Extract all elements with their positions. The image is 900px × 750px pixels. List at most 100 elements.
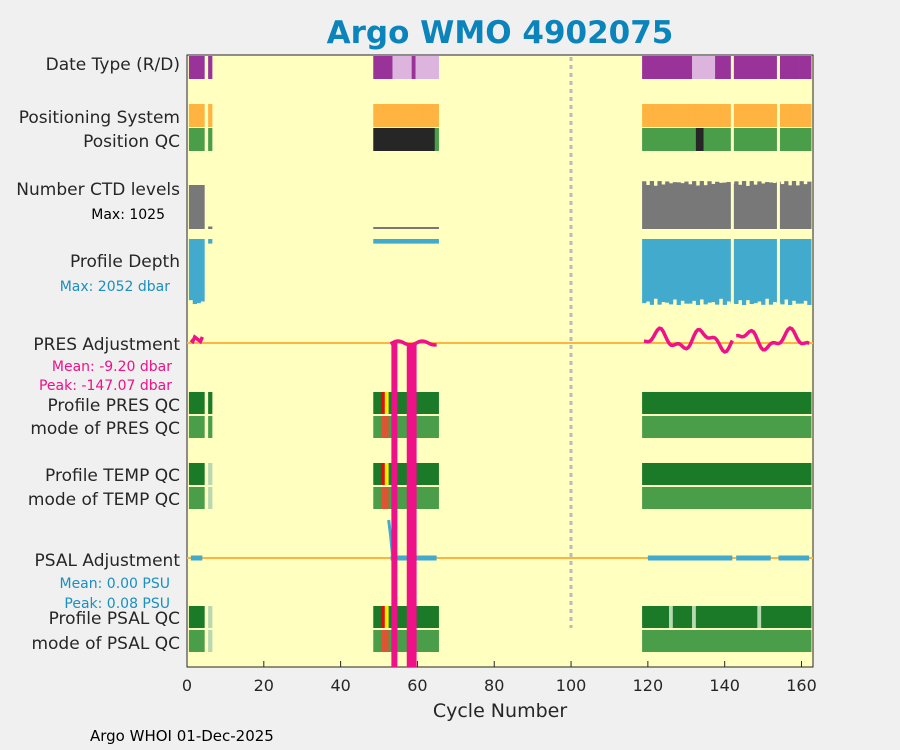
ctd-level-bar: [649, 181, 655, 229]
position-qc-cell: [430, 128, 436, 151]
psal-mode-qc-cell: [377, 630, 382, 652]
ctd-level-bar: [684, 181, 689, 229]
pres-profile-qc-cell: [711, 392, 716, 414]
ctd-level-bar: [784, 181, 789, 229]
profile-depth-bar: [726, 239, 731, 302]
positioning-cell: [803, 104, 808, 127]
temp-mode-qc-cell: [726, 487, 731, 509]
temp-mode-qc-cell: [749, 487, 754, 509]
psal-mode-qc-cell: [384, 630, 390, 652]
profile-depth-bar: [780, 239, 785, 305]
psal-mode-qc-cell: [415, 630, 420, 652]
position-qc-cell: [427, 128, 432, 151]
pres-profile-qc-cell: [776, 392, 781, 414]
psal-profile-qc-cell: [768, 606, 774, 628]
pres-mode-qc-cell: [676, 416, 681, 438]
position-qc-cell: [200, 128, 205, 151]
temp-profile-qc-cell: [722, 463, 727, 485]
positioning-cell: [745, 104, 751, 127]
psal-profile-qc-cell: [665, 606, 670, 628]
temp-profile-qc-cell: [672, 463, 678, 485]
date-type-cell: [423, 56, 428, 79]
positioning-cell: [396, 104, 401, 127]
pres-mode-qc-cell: [380, 416, 386, 438]
pres-mode-qc-cell: [192, 416, 198, 438]
psal-mode-qc-cell: [776, 630, 781, 652]
pres-mode-qc-cell: [757, 416, 762, 438]
temp-mode-qc-cell: [807, 487, 812, 509]
positioning-cell: [715, 104, 720, 127]
psal-profile-qc-cell: [396, 606, 401, 628]
pres-profile-qc-cell: [753, 392, 758, 414]
temp-mode-qc-cell: [668, 487, 674, 509]
temp-mode-qc-cell: [738, 487, 743, 509]
temp-mode-qc-cell: [427, 487, 432, 509]
ctd-level-bar: [430, 227, 436, 229]
ctd-level-bar: [741, 181, 747, 229]
psal-mode-qc-cell: [200, 630, 205, 652]
temp-profile-qc-cell: [380, 463, 386, 485]
temp-profile-qc-cell: [738, 463, 743, 485]
positioning-cell: [676, 104, 681, 127]
date-type-cell: [672, 56, 678, 79]
psal-profile-qc-cell: [764, 606, 770, 628]
position-qc-cell: [645, 128, 651, 151]
temp-mode-qc-cell: [703, 487, 708, 509]
date-type-cell: [680, 56, 685, 79]
position-qc-cell: [411, 128, 416, 151]
position-qc-cell: [642, 128, 647, 151]
ctd-level-bar: [703, 185, 708, 229]
profile-depth-bar: [741, 239, 747, 305]
positioning-cell: [196, 104, 201, 127]
temp-mode-qc-cell: [734, 487, 739, 509]
date-type-cell: [699, 56, 704, 79]
x-tick-label: 140: [709, 676, 740, 695]
ctd-level-bar: [780, 184, 785, 229]
profile-depth-bar: [768, 239, 774, 305]
positioning-cell: [415, 104, 420, 127]
temp-profile-qc-cell: [377, 463, 382, 485]
positioning-cell: [807, 104, 812, 127]
pres-profile-qc-cell: [423, 392, 428, 414]
psal-mode-qc-cell: [699, 630, 704, 652]
pres-mode-qc-cell: [761, 416, 766, 438]
psal-mode-qc-cell: [695, 630, 701, 652]
position-qc-cell: [768, 128, 774, 151]
pres-mode-qc-cell: [764, 416, 770, 438]
positioning-cell: [645, 104, 651, 127]
psal-profile-qc-cell: [676, 606, 681, 628]
position-qc-cell: [403, 128, 409, 151]
ctd-level-bar: [396, 227, 401, 229]
pres-profile-qc-cell: [703, 392, 708, 414]
temp-profile-qc-cell: [200, 463, 205, 485]
x-axis-label: Cycle Number: [433, 700, 567, 722]
psal-mode-qc-cell: [726, 630, 731, 652]
psal-profile-qc-cell: [699, 606, 704, 628]
psal-profile-qc-cell: [745, 606, 751, 628]
positioning-cell: [768, 104, 774, 127]
temp-profile-qc-cell: [768, 463, 774, 485]
profile-depth-bar: [745, 239, 751, 301]
psal-mode-qc-cell: [722, 630, 727, 652]
psal-profile-qc-cell: [400, 606, 405, 628]
profile-depth-bar: [661, 239, 666, 303]
positioning-cell: [726, 104, 731, 127]
positioning-cell: [423, 104, 428, 127]
pres-mode-qc-cell: [780, 416, 785, 438]
positioning-cell: [403, 104, 409, 127]
psal-mode-qc-cell: [188, 630, 194, 652]
pres-mode-qc-cell: [772, 416, 777, 438]
pres-profile-qc-cell: [384, 392, 390, 414]
x-axis-ticks: 0 20 40 60 80 100 120 140 160: [182, 661, 817, 695]
psal-mode-qc-cell: [388, 630, 393, 652]
psal-mode-qc-cell: [688, 630, 693, 652]
ctd-level-bar: [403, 227, 409, 229]
date-type-cell: [718, 56, 724, 79]
psal-profile-qc-cell: [692, 606, 697, 628]
position-qc-cell: [711, 128, 716, 151]
position-qc-cell: [738, 128, 743, 151]
temp-mode-qc-cell: [400, 487, 405, 509]
temp-mode-qc-cell: [661, 487, 666, 509]
position-qc-cell: [676, 128, 681, 151]
pres-mode-qc-cell: [200, 416, 205, 438]
